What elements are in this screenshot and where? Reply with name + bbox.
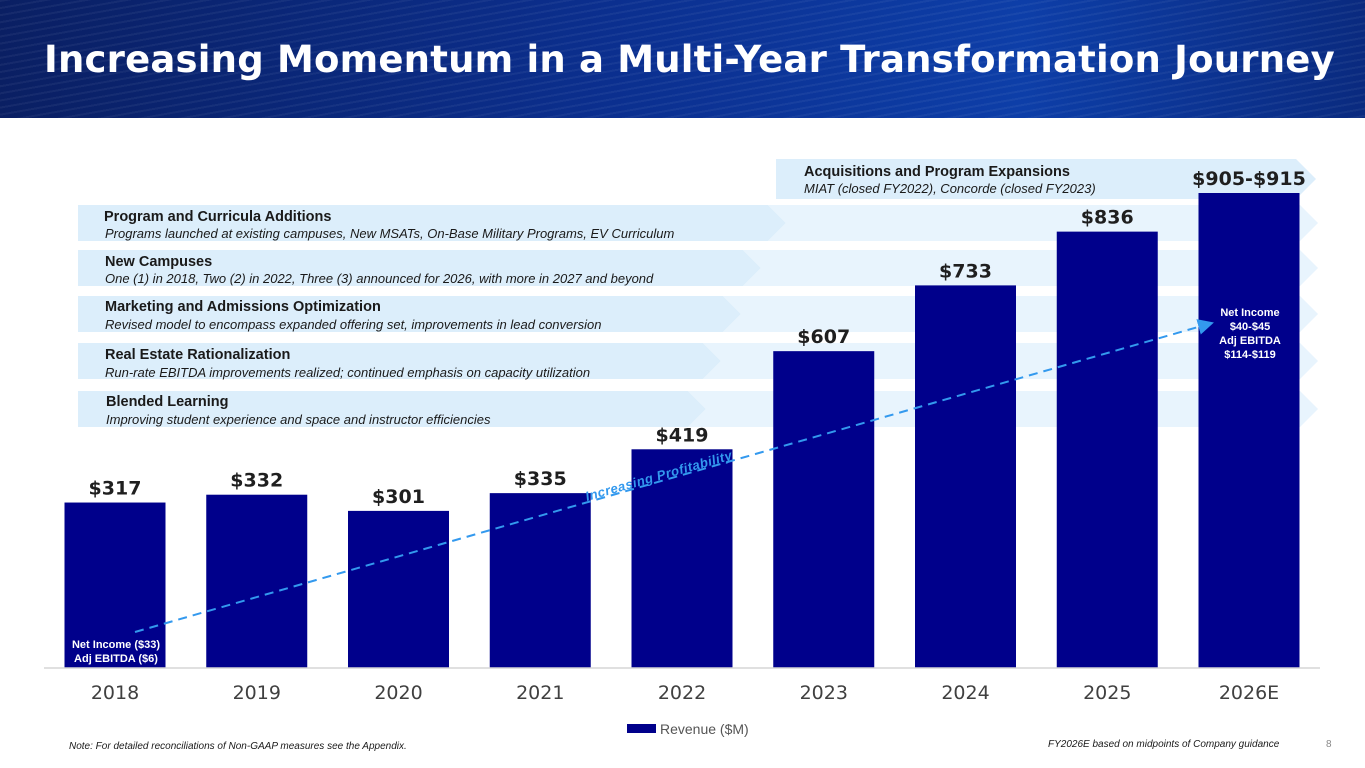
x-tick-label-2019: 2019 [233, 682, 281, 704]
initiative-band-curricula: Program and Curricula Additions Programs… [78, 205, 1318, 241]
revenue-bar-2019 [206, 494, 308, 668]
initiative-title: Program and Curricula Additions [104, 209, 332, 225]
footnote-note: Note: For detailed reconciliations of No… [69, 741, 407, 752]
x-tick-label-2022: 2022 [658, 682, 706, 704]
revenue-bar-2026E [1198, 193, 1300, 668]
start-profit-callout: Net Income ($33) Adj EBITDA ($6) [64, 638, 168, 666]
revenue-bar-2018 [64, 502, 166, 668]
revenue-bar-2024 [915, 285, 1016, 668]
initiative-description: Programs launched at existing campuses, … [105, 226, 675, 241]
initiative-description: Revised model to encompass expanded offe… [105, 317, 602, 332]
end-adj-ebitda-label: Adj EBITDA [1219, 335, 1281, 347]
start-adj-ebitda: Adj EBITDA ($6) [74, 653, 158, 665]
x-tick-label-2025: 2025 [1083, 682, 1131, 704]
data-label-2023: $607 [797, 326, 850, 348]
end-adj-ebitda-value: $114-$119 [1224, 349, 1276, 361]
initiative-description: One (1) in 2018, Two (2) in 2022, Three … [105, 271, 654, 286]
legend-swatch [627, 724, 656, 733]
x-tick-label-2021: 2021 [516, 682, 564, 704]
revenue-bar-2021 [489, 493, 591, 668]
acquisitions-description: MIAT (closed FY2022), Concorde (closed F… [804, 181, 1096, 196]
initiative-title: Real Estate Rationalization [105, 347, 291, 363]
end-profit-callout: Net Income $40-$45 Adj EBITDA $114-$119 [1200, 306, 1300, 362]
end-net-income-value: $40-$45 [1229, 321, 1271, 333]
data-label-2019: $332 [230, 470, 283, 492]
data-label-2024: $733 [939, 260, 992, 282]
initiative-band-shape [78, 205, 1318, 241]
data-label-2018: $317 [89, 478, 142, 500]
legend-label: Revenue ($M) [660, 721, 749, 737]
revenue-bar-2020 [348, 510, 449, 668]
initiative-band-shape [78, 296, 1318, 332]
page-number: 8 [1326, 739, 1332, 750]
initiative-band-marketing: Marketing and Admissions Optimization Re… [78, 296, 1318, 332]
data-label-2025: $836 [1081, 207, 1134, 229]
data-label-2026E: $905-$915 [1192, 168, 1306, 190]
start-net-income: Net Income ($33) [71, 639, 161, 651]
initiative-description: Run-rate EBITDA improvements realized; c… [105, 365, 591, 380]
revenue-bar-2023 [773, 351, 875, 668]
initiative-description: Improving student experience and space a… [106, 412, 491, 427]
x-tick-label-2024: 2024 [941, 682, 989, 704]
x-tick-label-2023: 2023 [800, 682, 848, 704]
initiative-band-shape [78, 250, 1318, 286]
initiative-band-campuses: New Campuses One (1) in 2018, Two (2) in… [78, 250, 1318, 286]
acquisitions-band-shape [776, 159, 1316, 199]
end-net-income-label: Net Income [1220, 307, 1280, 319]
x-tick-label-2020: 2020 [374, 682, 422, 704]
footnote-guidance: FY2026E based on midpoints of Company gu… [1048, 739, 1280, 750]
acquisitions-band: Acquisitions and Program Expansions MIAT… [776, 159, 1316, 199]
x-tick-label-2026E: 2026E [1219, 682, 1279, 704]
data-label-2021: $335 [514, 468, 567, 490]
profitability-trend-line [134, 319, 1214, 633]
revenue-bar-2025 [1056, 231, 1158, 668]
initiative-title: Blended Learning [106, 394, 229, 410]
data-label-2020: $301 [372, 486, 425, 508]
page-title: Increasing Momentum in a Multi-Year Tran… [44, 38, 1335, 81]
header-banner: Increasing Momentum in a Multi-Year Tran… [0, 0, 1365, 118]
acquisitions-title: Acquisitions and Program Expansions [804, 164, 1070, 180]
initiative-title: New Campuses [105, 254, 213, 270]
data-label-2022: $419 [656, 424, 709, 446]
initiative-title: Marketing and Admissions Optimization [105, 299, 381, 315]
x-tick-label-2018: 2018 [91, 682, 139, 704]
